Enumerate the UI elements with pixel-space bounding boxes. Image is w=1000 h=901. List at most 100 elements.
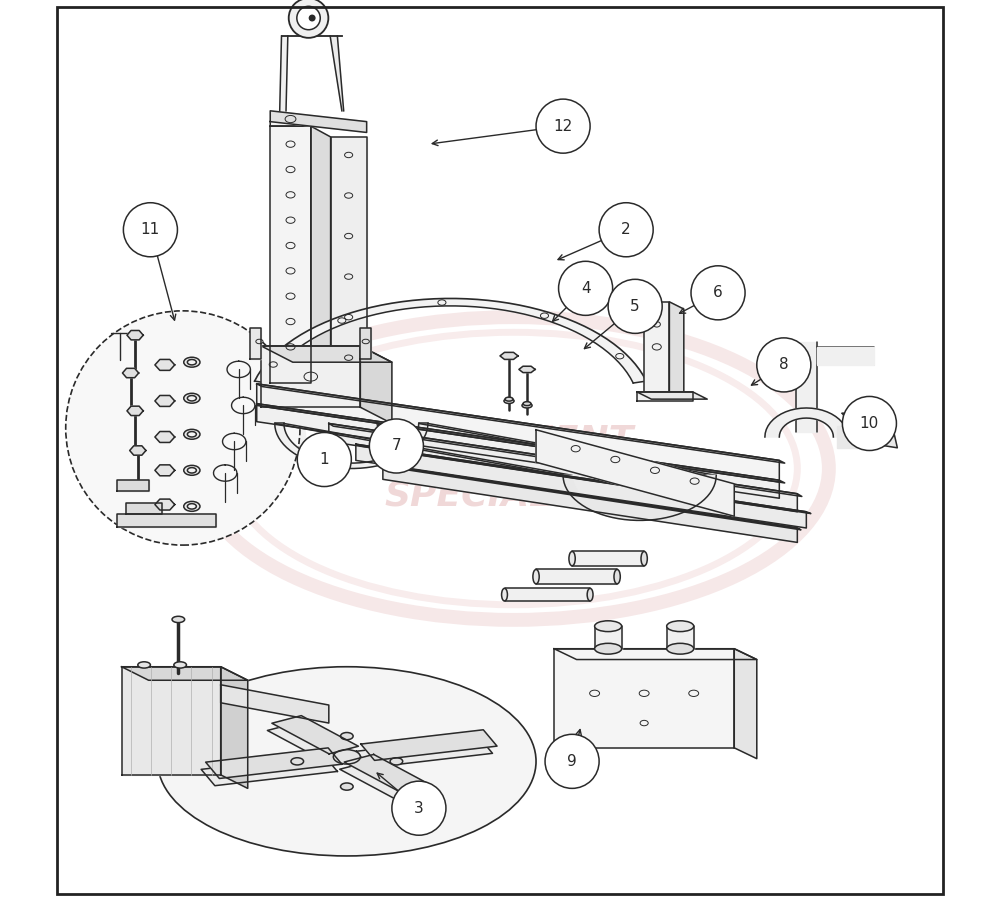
Polygon shape	[261, 346, 360, 407]
Ellipse shape	[595, 621, 622, 632]
Polygon shape	[734, 649, 757, 759]
Polygon shape	[360, 346, 392, 423]
Polygon shape	[267, 723, 354, 761]
Ellipse shape	[533, 569, 539, 584]
Circle shape	[559, 261, 613, 315]
Ellipse shape	[187, 396, 196, 401]
Polygon shape	[127, 331, 143, 340]
Polygon shape	[669, 302, 684, 399]
Polygon shape	[127, 406, 143, 415]
Polygon shape	[329, 423, 802, 496]
Polygon shape	[201, 755, 337, 786]
Ellipse shape	[187, 359, 196, 365]
Ellipse shape	[333, 750, 360, 764]
Polygon shape	[536, 430, 734, 516]
Polygon shape	[536, 569, 617, 584]
Polygon shape	[261, 346, 392, 362]
Polygon shape	[257, 404, 779, 498]
Circle shape	[691, 266, 745, 320]
Polygon shape	[765, 408, 848, 437]
Polygon shape	[206, 748, 342, 778]
Polygon shape	[870, 424, 897, 448]
Polygon shape	[637, 392, 693, 401]
Polygon shape	[837, 426, 875, 448]
Text: 10: 10	[860, 416, 879, 431]
Polygon shape	[817, 347, 874, 365]
Ellipse shape	[595, 643, 622, 654]
Circle shape	[309, 15, 315, 21]
Ellipse shape	[341, 733, 353, 740]
Ellipse shape	[184, 357, 200, 368]
Text: 12: 12	[553, 119, 573, 133]
Circle shape	[599, 203, 653, 257]
Polygon shape	[221, 667, 248, 788]
Ellipse shape	[569, 551, 575, 566]
Polygon shape	[130, 446, 146, 455]
Ellipse shape	[522, 403, 532, 408]
Polygon shape	[250, 328, 261, 359]
Polygon shape	[155, 465, 175, 476]
Ellipse shape	[187, 468, 196, 473]
Polygon shape	[117, 480, 149, 491]
Polygon shape	[155, 499, 175, 510]
Circle shape	[536, 99, 590, 153]
Circle shape	[66, 311, 300, 545]
Polygon shape	[356, 737, 493, 768]
Polygon shape	[519, 366, 535, 373]
Ellipse shape	[502, 588, 507, 601]
Polygon shape	[329, 423, 797, 512]
Text: 1: 1	[319, 452, 329, 467]
Circle shape	[842, 396, 896, 450]
Ellipse shape	[95, 378, 306, 496]
Ellipse shape	[184, 501, 200, 512]
Polygon shape	[667, 626, 694, 649]
Ellipse shape	[158, 667, 536, 856]
Circle shape	[123, 203, 177, 257]
Text: 6: 6	[713, 286, 723, 300]
Polygon shape	[270, 383, 371, 394]
Text: 2: 2	[621, 223, 631, 237]
Ellipse shape	[187, 432, 196, 437]
Polygon shape	[275, 423, 428, 469]
Ellipse shape	[291, 758, 304, 765]
Polygon shape	[117, 514, 216, 527]
Ellipse shape	[667, 621, 694, 632]
Circle shape	[545, 734, 599, 788]
Text: EQUIPMENT: EQUIPMENT	[393, 424, 634, 459]
Text: 5: 5	[630, 299, 640, 314]
Polygon shape	[383, 465, 797, 542]
Polygon shape	[272, 715, 358, 754]
Polygon shape	[340, 761, 426, 800]
Text: 11: 11	[141, 223, 160, 237]
Polygon shape	[356, 444, 811, 514]
Polygon shape	[270, 126, 311, 383]
Polygon shape	[255, 298, 646, 383]
Ellipse shape	[174, 661, 186, 669]
Circle shape	[608, 279, 662, 333]
Polygon shape	[155, 359, 175, 370]
Polygon shape	[796, 342, 817, 432]
Polygon shape	[344, 754, 431, 793]
Polygon shape	[155, 396, 175, 406]
Polygon shape	[361, 730, 497, 760]
Ellipse shape	[184, 393, 200, 403]
Polygon shape	[637, 392, 707, 399]
Polygon shape	[270, 114, 311, 126]
Circle shape	[392, 781, 446, 835]
Ellipse shape	[187, 504, 196, 509]
Ellipse shape	[138, 661, 150, 669]
Text: 4: 4	[581, 281, 590, 296]
Ellipse shape	[587, 588, 593, 601]
Text: SPECIALISTS: SPECIALISTS	[384, 478, 643, 513]
Polygon shape	[572, 551, 644, 566]
Ellipse shape	[390, 758, 403, 765]
Polygon shape	[270, 111, 367, 132]
Ellipse shape	[172, 616, 185, 623]
Text: 9: 9	[567, 754, 577, 769]
Circle shape	[289, 0, 328, 38]
Ellipse shape	[614, 569, 620, 584]
Polygon shape	[257, 384, 779, 482]
Ellipse shape	[184, 465, 200, 476]
Ellipse shape	[184, 430, 200, 439]
Polygon shape	[644, 302, 669, 392]
